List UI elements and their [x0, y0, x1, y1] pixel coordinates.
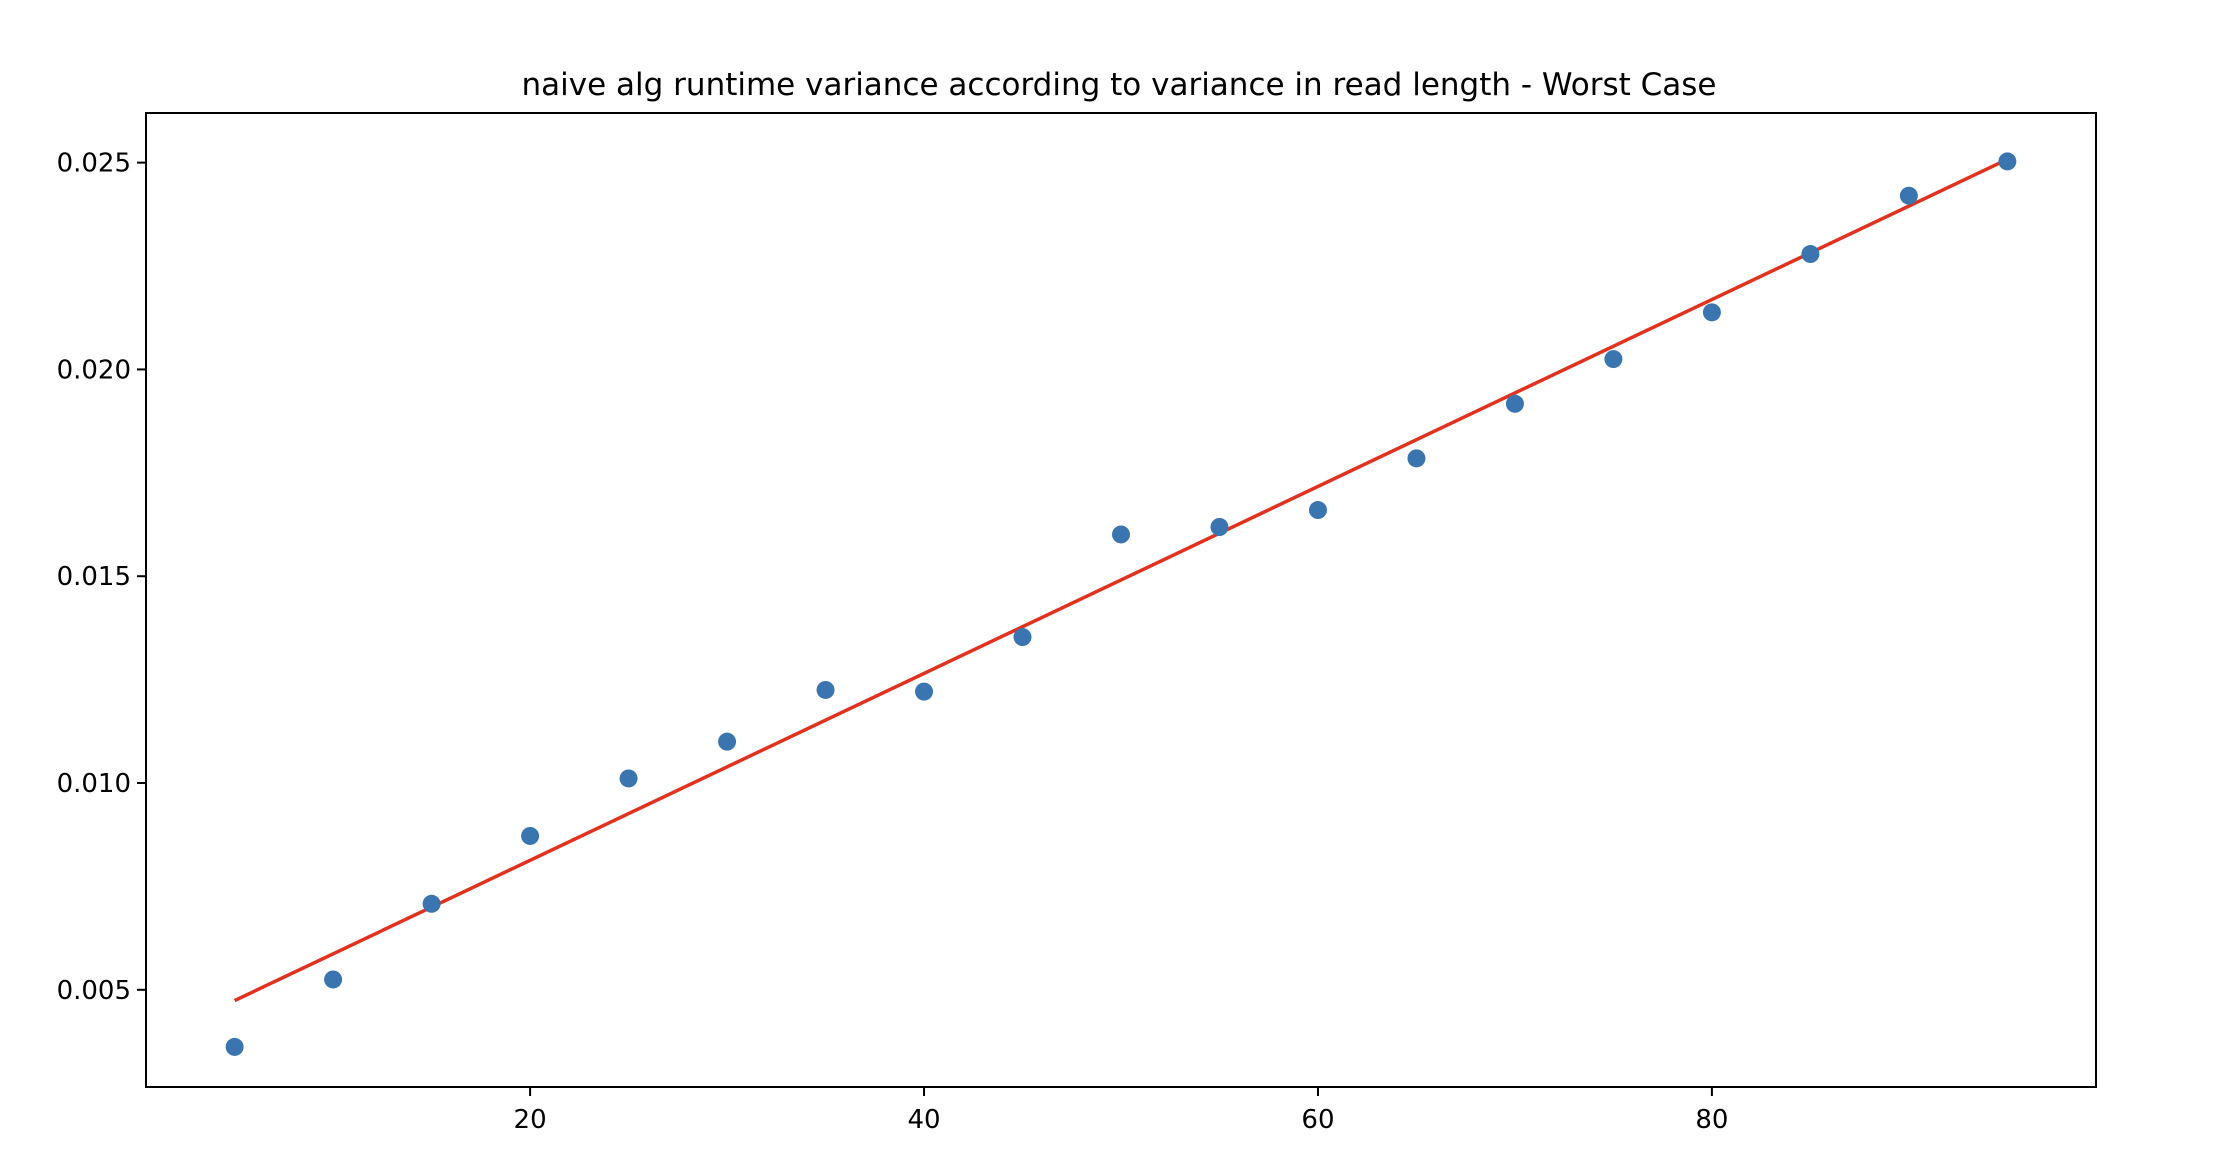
scatter-point: [1013, 628, 1032, 647]
scatter-point: [1604, 350, 1623, 369]
y-tick-label: 0.015: [57, 562, 131, 592]
y-tick-label: 0.025: [57, 149, 131, 179]
scatter-point: [521, 826, 540, 845]
x-axis-ticks: 20 40 60 80: [514, 1087, 1728, 1135]
scatter-point: [1112, 525, 1130, 544]
plot-area: [146, 113, 2096, 1087]
y-tick-label: 0.020: [57, 355, 131, 385]
scatter-point: [619, 769, 638, 788]
scatter-point: [816, 680, 835, 699]
scatter-point: [422, 894, 441, 913]
trend-line: [233, 157, 2009, 1003]
y-tick-label: 0.010: [57, 769, 131, 799]
scatter-point: [225, 1037, 244, 1056]
x-tick-label: 60: [1301, 1105, 1334, 1135]
scatter-point: [1801, 245, 1820, 264]
y-axis-ticks: 0.005 0.010 0.015 0.020 0.025: [57, 149, 146, 1006]
x-tick-label: 40: [907, 1105, 940, 1135]
x-tick-label: 20: [514, 1105, 547, 1135]
chart-title: naive alg runtime variance according to …: [522, 67, 1717, 103]
scatter-point: [1505, 394, 1524, 413]
y-tick-label: 0.005: [57, 976, 131, 1006]
scatter-point: [324, 970, 343, 989]
x-tick-label: 80: [1695, 1105, 1728, 1135]
scatter-point: [1702, 303, 1721, 322]
series-layer: [225, 152, 2017, 1056]
scatter-point: [915, 682, 934, 701]
plot-frame: [145, 112, 2097, 1088]
scatter-point: [1407, 449, 1426, 468]
scatter-point: [1308, 501, 1327, 520]
scatter-point: [1998, 152, 2017, 171]
scatter-point: [718, 732, 737, 751]
scatter-point: [1210, 518, 1229, 537]
scatter-point: [1899, 186, 1918, 205]
